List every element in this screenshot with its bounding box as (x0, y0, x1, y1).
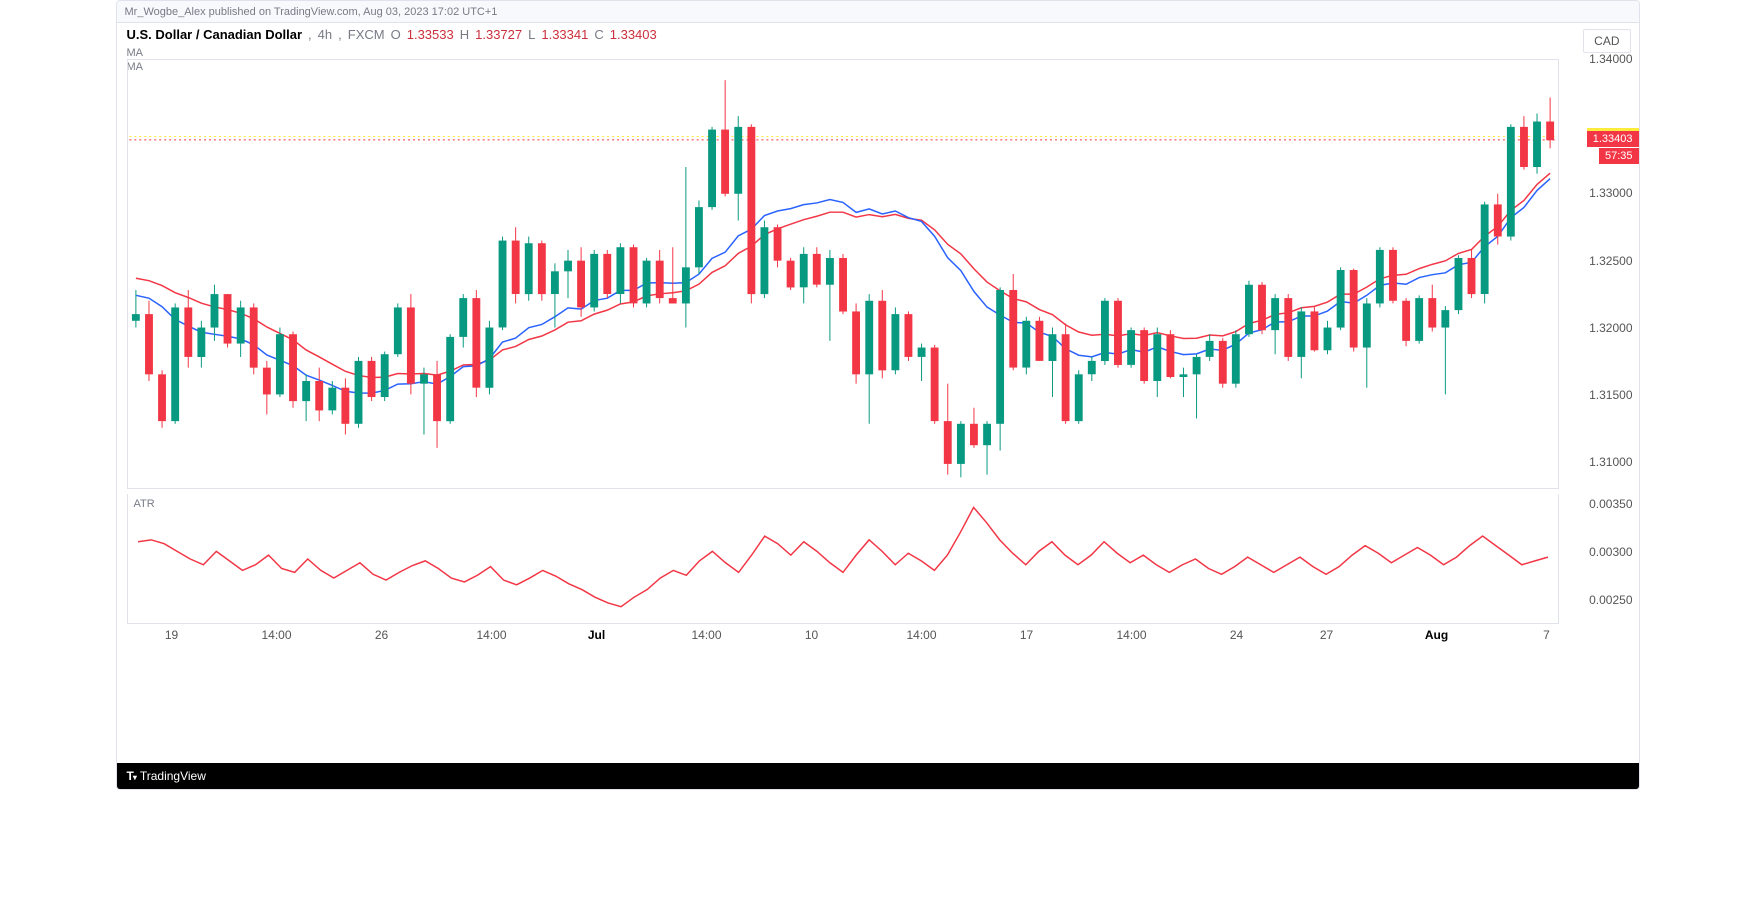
time-tick: 26 (375, 628, 388, 642)
close-label: C (594, 27, 603, 42)
time-tick: 17 (1020, 628, 1033, 642)
time-tick: 10 (805, 628, 818, 642)
open-label: O (391, 27, 401, 42)
publish-info: Mr_Wogbe_Alex published on TradingView.c… (117, 1, 1639, 23)
time-tick: 27 (1320, 628, 1333, 642)
tradingview-chart-frame: Mr_Wogbe_Alex published on TradingView.c… (116, 0, 1640, 790)
time-tick: Jul (588, 628, 605, 642)
symbol-name[interactable]: U.S. Dollar / Canadian Dollar (127, 27, 303, 42)
price-tick: 1.34000 (1589, 52, 1632, 66)
footer-label: TradingView (140, 769, 206, 783)
price-tick: 1.31500 (1589, 388, 1632, 402)
atr-tick: 0.00250 (1589, 593, 1632, 607)
time-tick: Aug (1425, 628, 1448, 642)
chart-header: U.S. Dollar / Canadian Dollar , 4h , FXC… (117, 23, 1639, 46)
open-value: 1.33533 (407, 27, 454, 42)
time-tick: 14:00 (476, 628, 506, 642)
time-tick: 24 (1230, 628, 1243, 642)
price-tick: 1.31000 (1589, 455, 1632, 469)
currency-badge[interactable]: CAD (1583, 29, 1630, 53)
price-tag: 57:35 (1599, 148, 1639, 164)
high-value: 1.33727 (475, 27, 522, 42)
time-tick: 14:00 (906, 628, 936, 642)
atr-pane[interactable]: ATR (127, 494, 1559, 624)
low-label: L (528, 27, 535, 42)
atr-axis[interactable]: 0.00250 0.00300 0.00350 (1559, 494, 1639, 624)
footer-bar: T▾ TradingView (117, 763, 1639, 789)
price-tag: 1.33403 (1587, 131, 1639, 147)
main-price-pane[interactable] (127, 59, 1559, 489)
atr-label[interactable]: ATR (134, 498, 155, 510)
time-tick: 7 (1543, 628, 1550, 642)
broker: FXCM (348, 27, 385, 42)
atr-tick: 0.00300 (1589, 545, 1632, 559)
time-tick: 14:00 (1116, 628, 1146, 642)
price-tick: 1.32500 (1589, 254, 1632, 268)
low-value: 1.33341 (541, 27, 588, 42)
interval[interactable]: 4h (318, 27, 332, 42)
tradingview-logo-icon: T▾ (127, 769, 136, 783)
atr-tick: 0.00350 (1589, 497, 1632, 511)
close-value: 1.33403 (610, 27, 657, 42)
time-tick: 14:00 (691, 628, 721, 642)
price-tick: 1.33000 (1589, 186, 1632, 200)
high-label: H (460, 27, 469, 42)
price-axis[interactable]: 1.310001.315001.320001.325001.330001.340… (1559, 59, 1639, 489)
time-axis[interactable]: 19 14:00 26 14:00 Jul 14:00 10 14:00 17 14:00 24 27… (127, 624, 1559, 650)
time-tick: 14:00 (261, 628, 291, 642)
ma-label-1[interactable]: MA (127, 46, 1629, 60)
price-tick: 1.32000 (1589, 321, 1632, 335)
time-tick: 19 (165, 628, 178, 642)
